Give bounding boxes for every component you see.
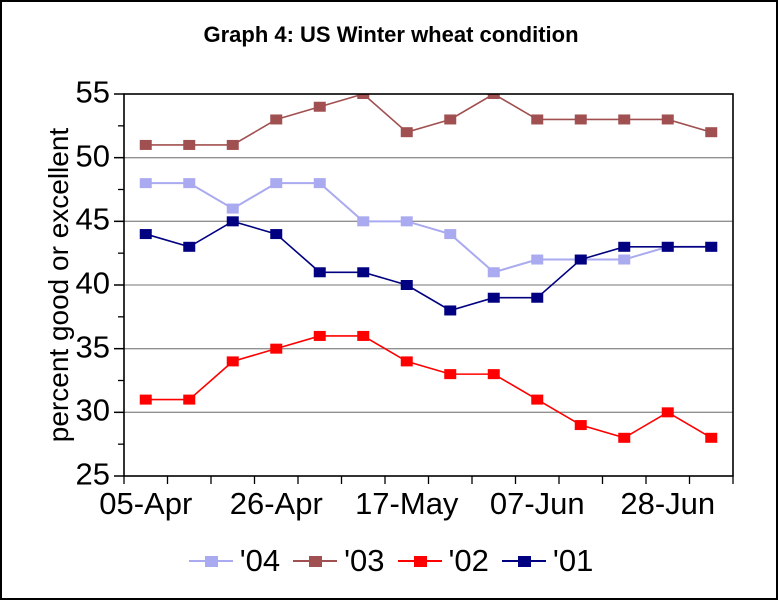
data-point-marker bbox=[400, 280, 413, 290]
data-point-marker bbox=[400, 216, 413, 227]
series-02 bbox=[139, 330, 718, 443]
data-point-marker bbox=[618, 241, 631, 252]
series-line bbox=[145, 220, 712, 312]
data-point-marker bbox=[226, 203, 239, 214]
series-line bbox=[145, 335, 712, 439]
data-point-marker bbox=[270, 114, 283, 125]
data-point-marker bbox=[574, 420, 587, 431]
data-point-marker bbox=[270, 343, 283, 354]
data-point-marker bbox=[705, 241, 718, 252]
data-point-marker bbox=[183, 241, 196, 252]
y-tick-label: 35 bbox=[75, 329, 110, 365]
data-point-marker bbox=[357, 330, 370, 341]
data-point-marker bbox=[531, 394, 544, 405]
data-point-marker bbox=[705, 127, 718, 138]
data-point-marker bbox=[139, 178, 152, 189]
legend-label: '03 bbox=[344, 543, 385, 578]
data-point-marker bbox=[226, 356, 239, 367]
legend-label: '01 bbox=[552, 543, 594, 578]
data-point-marker bbox=[661, 114, 674, 125]
data-point-marker bbox=[313, 178, 326, 189]
legend-marker-icon bbox=[293, 556, 338, 567]
legend-item: '01 bbox=[501, 543, 594, 579]
series-line bbox=[145, 94, 712, 146]
legend: '04 '03 '02 '01 bbox=[2, 543, 776, 579]
data-point-marker bbox=[487, 267, 500, 278]
legend-item: '03 bbox=[293, 543, 385, 579]
data-point-marker bbox=[183, 178, 196, 189]
data-point-marker bbox=[226, 139, 239, 150]
x-tick-label: 17-May bbox=[355, 486, 459, 521]
data-point-marker bbox=[487, 94, 500, 99]
data-point-marker bbox=[618, 432, 631, 443]
data-point-marker bbox=[139, 394, 152, 405]
legend-marker-icon bbox=[397, 556, 442, 567]
y-tick-label: 45 bbox=[75, 201, 110, 237]
data-point-marker bbox=[487, 369, 500, 380]
data-point-marker bbox=[574, 114, 587, 125]
data-point-marker bbox=[444, 114, 457, 125]
data-point-marker bbox=[139, 229, 152, 240]
x-tick-label: 05-Apr bbox=[99, 486, 193, 521]
data-point-marker bbox=[444, 305, 457, 316]
series-01 bbox=[139, 216, 718, 316]
data-point-marker bbox=[357, 94, 370, 99]
data-point-marker bbox=[400, 127, 413, 138]
data-point-marker bbox=[313, 267, 326, 278]
x-tick-label: 26-Apr bbox=[229, 486, 323, 521]
data-point-marker bbox=[531, 254, 544, 265]
legend-marker-icon bbox=[188, 556, 233, 567]
data-point-marker bbox=[270, 229, 283, 240]
data-point-marker bbox=[357, 216, 370, 227]
data-point-marker bbox=[400, 356, 413, 367]
series-03 bbox=[139, 94, 718, 150]
y-tick-label: 50 bbox=[75, 138, 110, 174]
data-point-marker bbox=[270, 178, 283, 189]
plot-frame bbox=[123, 93, 734, 477]
data-point-marker bbox=[705, 432, 718, 443]
legend-item: '02 bbox=[397, 543, 489, 579]
data-point-marker bbox=[357, 267, 370, 278]
x-tick-label: 07-Jun bbox=[489, 486, 585, 521]
data-point-marker bbox=[444, 229, 457, 240]
data-point-marker bbox=[183, 139, 196, 150]
data-point-marker bbox=[183, 394, 196, 405]
data-point-marker bbox=[313, 330, 326, 341]
legend-label: '04 bbox=[239, 543, 281, 578]
data-point-marker bbox=[313, 101, 326, 112]
y-tick-label: 40 bbox=[75, 265, 110, 301]
data-point-marker bbox=[531, 114, 544, 125]
data-point-marker bbox=[618, 254, 631, 265]
series-04 bbox=[139, 178, 718, 278]
y-tick-label: 25 bbox=[75, 456, 110, 492]
data-point-marker bbox=[618, 114, 631, 125]
data-point-marker bbox=[574, 254, 587, 265]
legend-label: '02 bbox=[448, 543, 489, 578]
x-tick-label: 28-Jun bbox=[620, 486, 716, 521]
legend-item: '04 bbox=[188, 543, 281, 579]
series-line bbox=[145, 182, 712, 274]
legend-marker-icon bbox=[501, 556, 546, 567]
data-point-marker bbox=[487, 292, 500, 303]
data-point-marker bbox=[661, 241, 674, 252]
data-point-marker bbox=[226, 216, 239, 227]
data-point-marker bbox=[531, 292, 544, 303]
chart-title: Graph 4: US Winter wheat condition bbox=[203, 22, 579, 47]
y-tick-label: 30 bbox=[75, 392, 110, 428]
data-point-marker bbox=[139, 139, 152, 150]
data-point-marker bbox=[444, 369, 457, 380]
y-tick-label: 55 bbox=[75, 74, 110, 110]
data-point-marker bbox=[661, 407, 674, 418]
